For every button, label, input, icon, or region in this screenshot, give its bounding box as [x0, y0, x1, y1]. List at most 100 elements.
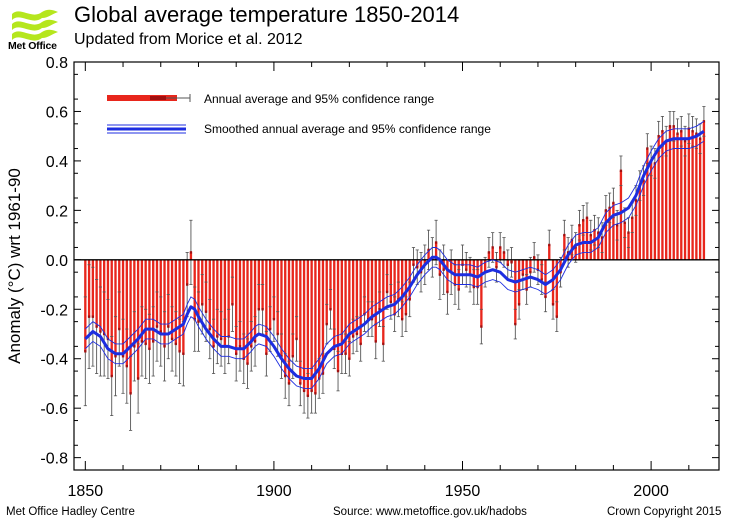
- annual-marker: [510, 261, 513, 264]
- y-tick-label: 0.8: [46, 55, 68, 72]
- y-tick-label: 0.0: [46, 253, 68, 270]
- annual-marker: [250, 345, 253, 348]
- annual-marker: [551, 303, 555, 306]
- annual-marker: [442, 268, 445, 271]
- annual-marker: [265, 352, 268, 355]
- annual-marker: [563, 233, 566, 237]
- annual-marker: [585, 216, 589, 219]
- annual-bar: [506, 259, 509, 265]
- annual-bar: [178, 259, 181, 352]
- annual-bar: [612, 202, 615, 260]
- annual-bar: [480, 259, 483, 327]
- annual-bar: [619, 170, 623, 260]
- annual-marker: [272, 317, 276, 321]
- annual-marker: [374, 340, 377, 343]
- annual-bar: [284, 259, 287, 377]
- annual-bar: [152, 259, 155, 342]
- legend-bar-swatch: [107, 95, 177, 101]
- annual-marker: [612, 201, 615, 205]
- annual-bar: [631, 217, 634, 260]
- annual-marker: [91, 315, 95, 318]
- annual-bar: [276, 259, 279, 334]
- annual-marker: [517, 303, 521, 306]
- annual-marker: [506, 263, 509, 266]
- annual-bar: [227, 259, 230, 337]
- annual-marker: [306, 394, 310, 398]
- annual-marker: [99, 330, 102, 333]
- annual-bar: [450, 259, 453, 273]
- x-tick-label: 2000: [633, 483, 669, 500]
- annual-marker: [438, 273, 442, 276]
- annual-marker: [525, 288, 528, 291]
- annual-marker: [216, 335, 219, 338]
- annual-marker: [427, 248, 430, 252]
- annual-bar: [118, 259, 121, 330]
- annual-bar: [623, 222, 626, 260]
- annual-bar: [615, 225, 619, 260]
- y-tick-label: 0.4: [46, 154, 68, 171]
- annual-bar: [182, 259, 185, 354]
- annual-bar: [574, 247, 577, 260]
- annual-marker: [634, 199, 638, 202]
- annual-bar: [125, 259, 128, 367]
- annual-marker: [314, 392, 317, 395]
- annual-marker: [521, 273, 525, 276]
- annual-bar: [416, 259, 419, 268]
- annual-bar: [242, 259, 245, 359]
- annual-marker: [657, 134, 660, 138]
- annual-marker: [672, 125, 675, 128]
- annual-bar: [393, 259, 396, 315]
- annual-marker: [412, 263, 415, 266]
- annual-bar: [378, 259, 381, 310]
- annual-bar: [110, 259, 113, 377]
- annual-bar: [582, 220, 585, 260]
- annual-marker: [103, 332, 106, 336]
- smoothed-upper-band: [84, 120, 705, 370]
- annual-bar: [476, 259, 479, 288]
- annual-bar: [400, 259, 404, 320]
- annual-marker: [235, 352, 238, 355]
- annual-marker: [133, 345, 136, 348]
- annual-marker: [355, 332, 359, 336]
- footer-credit: Met Office Hadley Centre: [6, 506, 135, 518]
- annual-marker: [544, 295, 547, 299]
- annual-marker: [114, 355, 117, 358]
- annual-bar: [468, 259, 472, 275]
- annual-bar: [159, 259, 162, 332]
- legend-label: Annual average and 95% confidence range: [204, 92, 435, 106]
- annual-bar: [521, 259, 525, 275]
- annual-marker: [344, 352, 347, 355]
- annual-bar: [510, 259, 513, 263]
- annual-marker: [642, 179, 645, 182]
- annual-marker: [600, 236, 604, 239]
- annual-bar: [687, 128, 690, 260]
- annual-marker: [691, 130, 694, 133]
- annual-bar: [167, 259, 170, 327]
- annual-bar: [559, 259, 562, 273]
- annual-marker: [159, 330, 162, 333]
- y-tick-label: -0.6: [40, 401, 68, 418]
- annual-bar: [649, 160, 653, 260]
- annual-marker: [253, 340, 257, 343]
- annual-bar: [208, 259, 211, 330]
- annual-bar: [250, 259, 253, 347]
- annual-marker: [529, 270, 532, 274]
- plot-frame: [73, 61, 720, 471]
- annual-bar: [201, 259, 204, 305]
- annual-bar: [544, 259, 547, 297]
- annual-bar: [370, 259, 374, 320]
- chart-title: Global average temperature 1850-2014: [74, 2, 460, 27]
- annual-bar: [133, 259, 136, 347]
- y-tick-label: 0.2: [46, 203, 68, 220]
- annual-bar: [563, 235, 566, 260]
- annual-bar: [95, 259, 98, 327]
- annual-marker: [676, 132, 679, 135]
- annual-bar: [680, 131, 683, 260]
- annual-marker: [140, 340, 144, 343]
- annual-bar: [676, 133, 679, 260]
- annual-bar: [280, 259, 283, 357]
- annual-marker: [582, 219, 585, 222]
- annual-marker: [208, 327, 211, 331]
- annual-bar: [638, 185, 641, 260]
- annual-marker: [152, 340, 155, 343]
